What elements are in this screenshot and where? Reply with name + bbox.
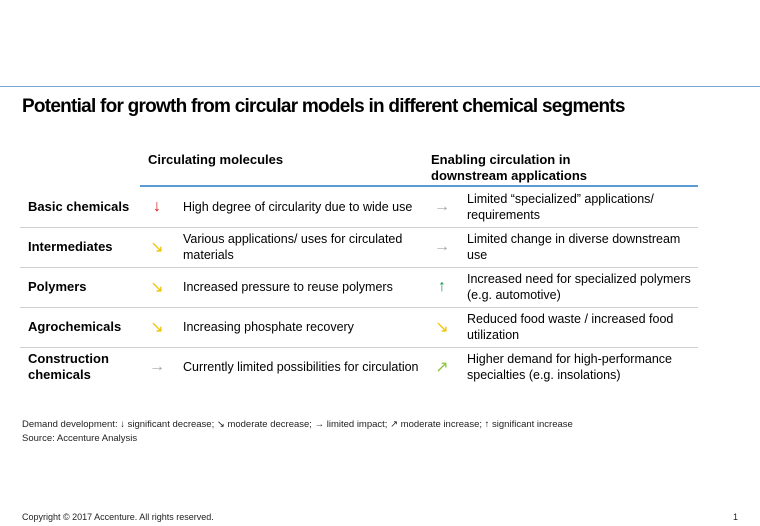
segment-label: Polymers [28,279,87,294]
segment-label: Intermediates [28,239,113,254]
page-number: 1 [733,512,739,522]
circulating-molecules-text: Increasing phosphate recovery [183,320,354,334]
segment-label: Basic chemicals [28,199,130,214]
table-row: Construction chemicals → Currently limit… [20,347,698,387]
arrow-down-right-icon: ↘ [435,319,449,336]
table-row: Basic chemicals ↓ High degree of circula… [20,187,698,228]
arrow-up-right-icon: ↗ [435,359,449,376]
circulating-molecules-text: Currently limited possibilities for circ… [183,360,419,374]
arrow-up-icon: ↑ [438,278,446,295]
source-note: Source: Accenture Analysis [22,433,138,444]
copyright: Copyright © 2017 Accenture. All rights r… [22,512,214,522]
header-rule [140,185,698,187]
arrow-down-icon: ↓ [153,198,161,215]
top-rule [0,86,760,87]
table-row: Agrochemicals ↘ Increasing phosphate rec… [20,307,698,348]
arrow-down-right-icon: ↘ [150,239,164,256]
arrow-down-right-icon: ↘ [150,279,164,296]
downstream-applications-text: Reduced food waste / increased food util… [467,312,674,342]
arrow-right-icon: → [434,238,450,255]
arrow-right-icon: → [149,358,165,375]
downstream-applications-text: Limited “specialized” applications/ requ… [467,192,654,222]
downstream-applications-text: Limited change in diverse downstream use [467,232,681,262]
circulating-molecules-text: Various applications/ uses for circulate… [183,232,403,262]
circulating-molecules-text: Increased pressure to reuse polymers [183,280,393,294]
legend-note: Demand development: ↓ significant decrea… [22,419,573,430]
slide-title: Potential for growth from circular model… [22,96,625,117]
segment-label: Construction chemicals [28,351,109,382]
downstream-applications-text: Higher demand for high-performance speci… [467,352,672,382]
column-header-circulating-molecules: Circulating molecules [148,152,284,167]
circulating-molecules-text: High degree of circularity due to wide u… [183,200,413,214]
table-row: Intermediates ↘ Various applications/ us… [20,227,698,268]
table-row: Polymers ↘ Increased pressure to reuse p… [20,267,698,308]
segment-label: Agrochemicals [28,319,122,334]
arrow-down-right-icon: ↘ [150,319,164,336]
column-header-enabling-circulation: Enabling circulation in downstream appli… [431,152,588,183]
arrow-right-icon: → [434,198,450,215]
downstream-applications-text: Increased need for specialized polymers … [467,272,691,302]
